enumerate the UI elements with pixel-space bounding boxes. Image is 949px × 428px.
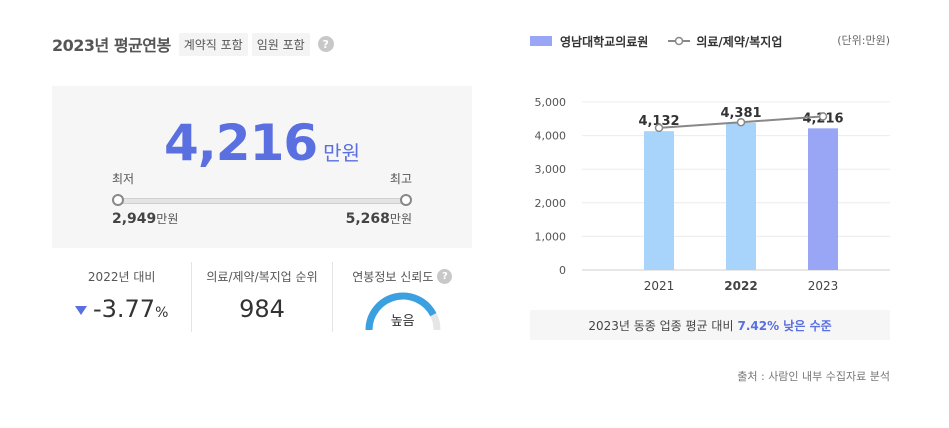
industry-rank-label: 의료/제약/복지업 순위: [206, 270, 318, 284]
y-tick-label: 0: [559, 264, 566, 277]
salary-range-bar: [118, 198, 406, 204]
company-bar: [726, 122, 756, 270]
industry-comparison-summary: 2023년 동종 업종 평균 대비 7.42% 낮은 수준: [530, 310, 890, 340]
max-range-dot: [400, 194, 412, 206]
company-bar: [644, 131, 674, 270]
y-tick-label: 1,000: [535, 230, 567, 243]
bar-data-label: 4,132: [638, 114, 679, 129]
average-salary-value: 4,216: [164, 114, 318, 172]
min-salary-label: 최저: [112, 172, 135, 186]
average-salary: 4,216 만원: [52, 114, 472, 172]
reliability-help-icon[interactable]: ?: [437, 269, 453, 284]
page-title: 2023년 평균연봉: [52, 36, 171, 55]
down-triangle-icon: [74, 305, 87, 315]
reliability-value: 높음: [390, 314, 415, 329]
yoy-label: 2022년 대비: [87, 270, 156, 284]
industry-point: [736, 117, 746, 127]
contract-included-tag: 계약직 포함: [178, 32, 248, 56]
reliability-label: 연봉정보 신뢰도?: [333, 268, 472, 285]
yoy-value: -3.77%: [52, 295, 191, 323]
industry-point: [654, 123, 664, 133]
industry-legend-label: 의료/제약/복지업: [696, 34, 783, 49]
max-salary-label: 최고: [389, 172, 412, 186]
exec-included-tag: 임원 포함: [251, 32, 310, 56]
industry-rank-stat: 의료/제약/복지업 순위 984: [191, 262, 331, 332]
y-tick-label: 2,000: [535, 197, 567, 210]
y-tick-label: 3,000: [535, 163, 567, 176]
reliability-gauge-icon: [365, 292, 441, 331]
company-legend-label: 영남대학교의료원: [560, 34, 649, 49]
reliability-stat: 연봉정보 신뢰도? 높음: [331, 262, 472, 332]
salary-stats: 2022년 대비 -3.77% 의료/제약/복지업 순위 984 연봉정보 신뢰…: [52, 262, 472, 332]
min-salary-value: 2,949만원: [112, 211, 179, 227]
help-icon[interactable]: ?: [317, 36, 334, 52]
industry-point: [818, 112, 828, 121]
x-tick-label: 2023: [808, 279, 839, 293]
industry-legend-line-icon: [668, 36, 691, 46]
x-tick-label: 2022: [724, 279, 757, 293]
company-bar: [808, 128, 838, 270]
y-tick-label: 5,000: [535, 96, 567, 109]
comparison-highlight: 7.42% 낮은 수준: [737, 318, 832, 333]
salary-header: 2023년 평균연봉 계약직 포함 임원 포함 ?: [52, 32, 334, 56]
salary-bar-chart: 0 1,000 2,000 3,000 4,000 5,000 4,132 2021 4,381…: [535, 96, 890, 293]
min-range-dot: [112, 194, 124, 206]
yoy-stat: 2022년 대비 -3.77%: [52, 262, 191, 332]
industry-rank-value: 984: [239, 295, 285, 323]
average-salary-panel: 4,216 만원 최저 최고 2,949만원 5,268만원: [52, 86, 472, 248]
x-tick-label: 2021: [644, 279, 675, 293]
company-legend-swatch: [530, 36, 552, 46]
data-source-note: 출처 : 사람인 내부 수집자료 분석: [737, 370, 890, 383]
chart-legend: 영남대학교의료원 의료/제약/복지업: [530, 32, 782, 50]
bar-data-label: 4,381: [720, 106, 761, 121]
y-tick-label: 4,000: [535, 130, 567, 143]
unit-note: (단위:만원): [837, 34, 890, 47]
average-salary-unit: 만원: [323, 141, 360, 165]
max-salary-value: 5,268만원: [345, 211, 412, 227]
